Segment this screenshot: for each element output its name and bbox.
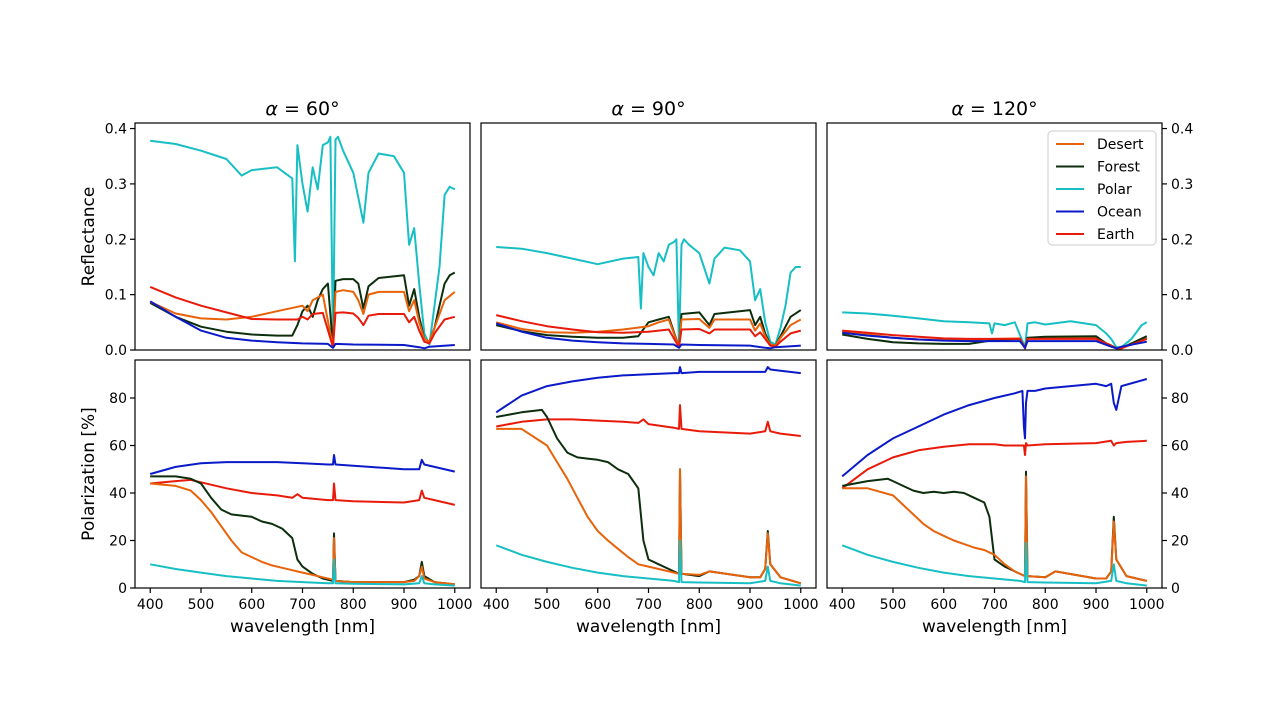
panel-polarization-2: 400 500 600 700 800 900 1000 wavelength [nm] [480, 359, 819, 637]
y-tick-label: 40 [109, 486, 127, 502]
x-tick-label: 500 [188, 597, 215, 613]
y-tick-label: 0.3 [105, 177, 127, 193]
y-tick-label: 0.2 [105, 232, 127, 248]
x-tick-label: 400 [829, 597, 856, 613]
x-tick-label: 500 [880, 597, 907, 613]
legend-label-earth: Earth [1097, 227, 1135, 243]
y-tick-label-right: 40 [1171, 486, 1189, 502]
series-line-earth [496, 404, 801, 437]
x-tick-label: 1000 [437, 597, 473, 613]
series-line-earth [149, 285, 456, 349]
x-axis-label: wavelength [nm] [230, 617, 375, 637]
x-tick-label: 800 [1032, 597, 1059, 613]
series-line-ocean [495, 366, 801, 414]
y-axis-label-polarization: Polarization [%] [79, 407, 99, 541]
x-tick-label: 700 [981, 597, 1008, 613]
series-line-ocean [842, 331, 1147, 350]
y-tick-label-right: 0.0 [1171, 343, 1193, 359]
x-tick-label: 700 [289, 597, 316, 613]
legend-label-polar: Polar [1097, 182, 1132, 198]
y-tick-label: 20 [109, 534, 127, 550]
y-tick-label: 0.4 [105, 122, 127, 138]
series-line-ocean [149, 300, 455, 350]
legend-label-forest: Forest [1097, 160, 1140, 176]
panel-reflectance-1: 0.0 0.1 0.2 0.3 0.4 α = 60° [105, 98, 471, 359]
x-tick-label: 1000 [783, 597, 819, 613]
x-axis-label: wavelength [nm] [576, 617, 721, 637]
y-tick-label-right: 0.3 [1171, 177, 1193, 193]
series-line-polar [495, 539, 801, 587]
legend-label-ocean: Ocean [1097, 205, 1142, 221]
series-line-earth [150, 478, 456, 506]
x-axis-label: wavelength [nm] [922, 617, 1067, 637]
panel-polarization-3: 0 20 40 60 80 400 500 600 700 800 900 1000 wavelengt… [826, 359, 1189, 637]
axes-frame [134, 359, 471, 589]
x-tick-label: 600 [930, 597, 957, 613]
axes-frame [134, 122, 471, 351]
axes-frame [826, 122, 1163, 351]
series-line-earth [841, 439, 1147, 490]
series-line-forest [150, 475, 455, 586]
series-line-desert [496, 427, 802, 585]
panel-title: α = 120° [951, 98, 1037, 120]
legend: Desert Forest Polar Ocean Earth [1047, 130, 1157, 246]
series-line-earth [495, 314, 802, 349]
legend-box [1047, 130, 1157, 246]
legend-label-desert: Desert [1097, 137, 1144, 153]
y-tick-label-right: 0.2 [1171, 232, 1193, 248]
x-tick-label: 500 [534, 597, 561, 613]
x-tick-label: 900 [737, 597, 764, 613]
y-tick-label: 80 [109, 391, 127, 407]
x-tick-label: 1000 [1129, 597, 1165, 613]
x-tick-label: 900 [391, 597, 418, 613]
series-line-polar [841, 541, 1147, 587]
y-tick-label-right: 0.4 [1171, 122, 1193, 138]
series-line-desert [150, 482, 455, 586]
y-tick-label: 60 [109, 439, 127, 455]
panel-title: α = 60° [265, 98, 339, 120]
panel-reflectance-3: 0.0 0.1 0.2 0.3 0.4 α = 120° [826, 98, 1193, 359]
x-tick-label: 400 [137, 597, 164, 613]
y-tick-label-right: 0 [1171, 581, 1180, 597]
x-tick-label: 400 [483, 597, 510, 613]
series-line-forest [842, 470, 1148, 582]
x-tick-label: 900 [1083, 597, 1110, 613]
series-line-forest [496, 408, 802, 585]
series-line-polar [150, 135, 456, 349]
y-tick-label: 0.0 [105, 343, 127, 359]
series-line-ocean [841, 378, 1148, 478]
series-line-desert [842, 475, 1148, 582]
series-line-desert [149, 289, 456, 349]
series-line-ocean [495, 322, 801, 350]
y-tick-label-right: 20 [1171, 534, 1189, 550]
x-tick-label: 800 [340, 597, 367, 613]
series-line-polar [150, 558, 455, 587]
y-tick-label-right: 80 [1171, 391, 1189, 407]
x-tick-label: 600 [238, 597, 265, 613]
y-tick-label-right: 60 [1171, 439, 1189, 455]
axes-frame [480, 122, 817, 351]
y-axis-label-reflectance: Reflectance [79, 187, 99, 287]
panel-polarization-1: 0 20 40 60 80 400 500 600 700 800 900 1000 wavelengt… [109, 359, 473, 637]
x-tick-label: 800 [686, 597, 713, 613]
series-line-polar [496, 238, 801, 349]
y-tick-label: 0 [118, 581, 127, 597]
x-tick-label: 700 [635, 597, 662, 613]
y-tick-label-right: 0.1 [1171, 288, 1193, 304]
series-line-ocean [149, 454, 456, 475]
y-tick-label: 0.1 [105, 288, 127, 304]
panel-title: α = 90° [611, 98, 685, 120]
panel-reflectance-2: α = 90° [480, 98, 817, 351]
x-tick-label: 600 [584, 597, 611, 613]
